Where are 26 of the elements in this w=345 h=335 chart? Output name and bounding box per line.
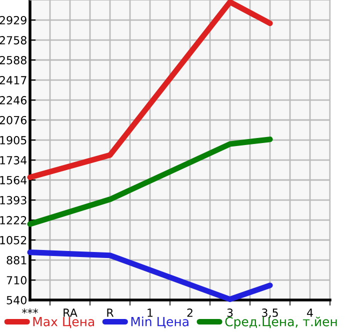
x-tick-label: 4 bbox=[307, 308, 313, 317]
x-tick-label: *** bbox=[22, 308, 38, 314]
x-tick-label: 2 bbox=[187, 308, 192, 317]
y-tick-label: 1734 bbox=[0, 156, 27, 164]
y-tick-label: 2929 bbox=[0, 16, 26, 24]
y-tick-label: 710 bbox=[6, 276, 26, 284]
y-tick-label: 1393 bbox=[0, 196, 26, 204]
y-tick-label: 1052 bbox=[0, 236, 26, 244]
legend-label: Сред.Цена, т.йен bbox=[225, 316, 337, 329]
y-tick-label: 2758 bbox=[0, 36, 26, 44]
y-tick-label: 2417 bbox=[0, 76, 26, 84]
legend-label: Max Цена bbox=[33, 317, 94, 328]
y-tick-label: 2246 bbox=[0, 96, 27, 104]
legend-label: Min Цена bbox=[131, 316, 188, 328]
y-tick-label: 1564 bbox=[0, 176, 27, 184]
x-tick-label: RA bbox=[64, 308, 78, 317]
y-tick-label: 1222 bbox=[0, 216, 26, 224]
y-tick-label: 881 bbox=[6, 256, 26, 264]
x-tick-label: 3 bbox=[227, 308, 233, 317]
y-tick-label: 2076 bbox=[0, 116, 27, 124]
x-tick-label: 1 bbox=[148, 308, 153, 317]
y-tick-label: 540 bbox=[6, 296, 26, 304]
x-tick-label: 3,5 bbox=[262, 308, 278, 318]
y-tick-label: 1905 bbox=[0, 136, 26, 144]
x-tick-label: R bbox=[107, 308, 114, 317]
y-tick-label: 2588 bbox=[0, 56, 26, 64]
